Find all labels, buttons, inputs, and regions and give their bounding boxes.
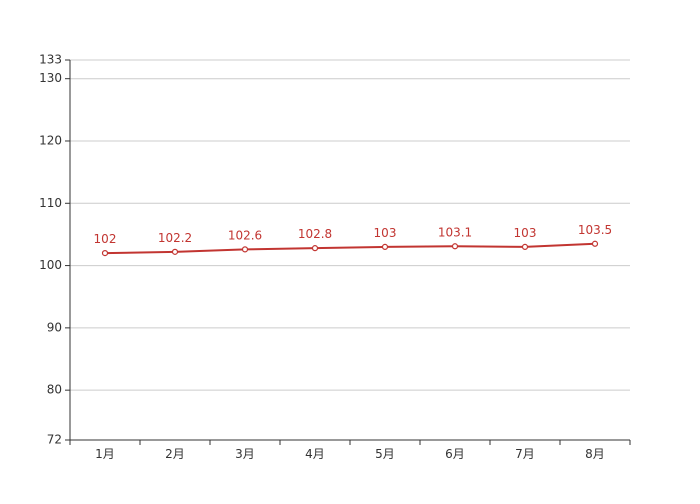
data-label: 103.5 — [578, 223, 612, 237]
data-point — [591, 240, 599, 247]
data-point — [521, 243, 529, 250]
data-label: 103 — [374, 226, 397, 240]
data-point — [171, 248, 179, 255]
data-label: 103.1 — [438, 225, 472, 239]
data-label: 103 — [514, 226, 537, 240]
y-tick-label: 72 — [47, 433, 62, 447]
y-tick-label: 120 — [39, 133, 62, 147]
data-point — [381, 243, 389, 250]
y-tick-label: 110 — [39, 196, 62, 210]
series-1: 102 102.2 102.6 102.8 103 103.1 103 103.5 — [94, 223, 612, 257]
axes: 72 80 90 100 110 120 130 133 1月 2月 3月 4月 5月 6月 7月 8月 — [39, 53, 631, 461]
y-tick-label: 100 — [39, 258, 62, 272]
x-tick-label: 3月 — [235, 447, 255, 461]
data-point — [241, 246, 249, 253]
data-label: 102 — [94, 232, 117, 246]
y-tick-label: 130 — [39, 71, 62, 85]
x-tick-label: 5月 — [375, 447, 395, 461]
data-label: 102.6 — [228, 228, 262, 242]
series-line — [104, 242, 596, 255]
data-point — [101, 250, 109, 257]
data-point — [451, 243, 459, 250]
x-tick-label: 7月 — [515, 447, 535, 461]
y-tick-label: 90 — [47, 320, 62, 334]
gridlines — [70, 59, 630, 391]
y-tick-label: 80 — [47, 383, 62, 397]
data-label: 102.2 — [158, 231, 192, 245]
x-tick-label: 6月 — [445, 447, 465, 461]
x-tick-label: 1月 — [95, 447, 115, 461]
x-tick-label: 2月 — [165, 447, 185, 461]
y-tick-label: 133 — [39, 53, 62, 67]
data-point — [311, 245, 319, 252]
x-tick-label: 4月 — [305, 447, 325, 461]
x-tick-label: 8月 — [585, 447, 605, 461]
data-label: 102.8 — [298, 227, 332, 241]
